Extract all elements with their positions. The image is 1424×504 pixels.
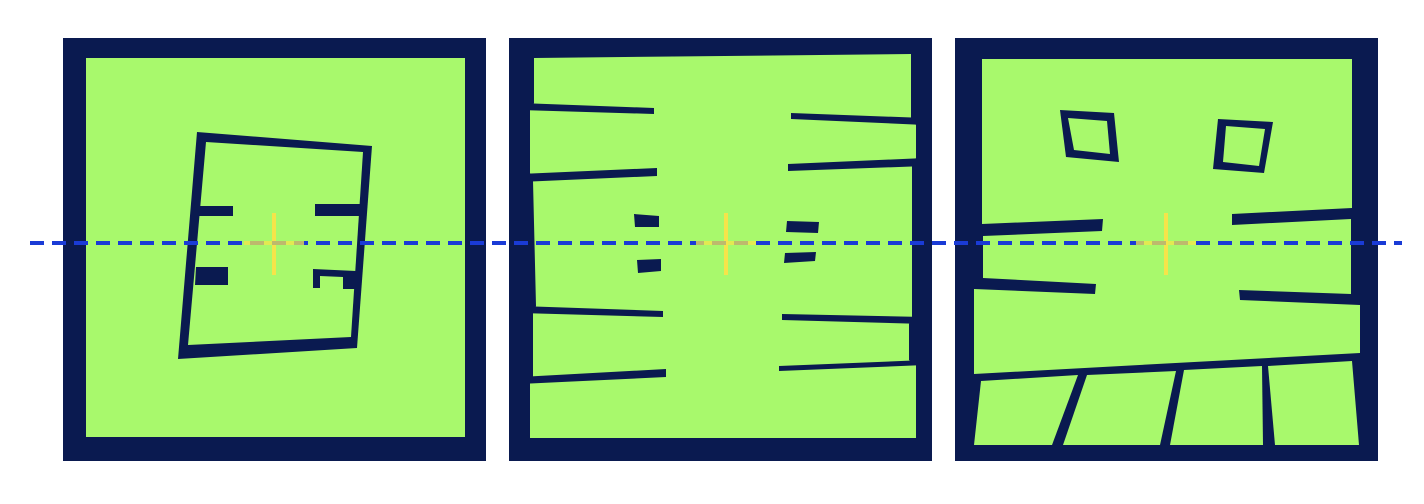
panel-2-map xyxy=(509,38,932,461)
panel-2-wall-left-4 xyxy=(520,369,666,384)
panel-2-wall-right-4 xyxy=(779,360,925,371)
panel-2-obstacle-right-lower xyxy=(784,252,816,263)
panel-1-wall-stub-left-upper xyxy=(199,206,233,216)
panel-3-cell-2 xyxy=(1063,371,1176,445)
panel-2-wall-right-2 xyxy=(788,158,925,171)
panel-3-cell-3 xyxy=(1170,366,1263,445)
panel-2-obstacle-left-upper xyxy=(634,214,659,227)
panel-3-pillar-right-inner xyxy=(1223,126,1265,166)
panel-2-obstacle-right-upper xyxy=(786,221,819,233)
panel-1-wall-hook-right-lower xyxy=(313,269,356,289)
panel-1-wall-stub-left-lower xyxy=(195,267,228,285)
panel-2-wall-left-1 xyxy=(520,103,654,114)
panel-2-wall-left-3 xyxy=(520,306,663,317)
panel-2-wall-right-3 xyxy=(782,314,925,324)
panel-2-free-space xyxy=(530,54,916,438)
panel-3-cell-1 xyxy=(974,375,1078,445)
panel-2-wall-left-2 xyxy=(520,168,657,182)
panel-2-obstacle-left-lower xyxy=(637,259,661,273)
panel-2-wall-right-1 xyxy=(791,113,925,125)
panel-3-cell-4 xyxy=(1268,361,1359,445)
panel-1-wall-stub-right-upper xyxy=(315,204,361,216)
panel-3-pillar-left-inner xyxy=(1068,118,1110,154)
